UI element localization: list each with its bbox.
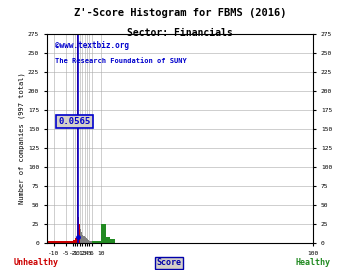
Bar xyxy=(101,224,106,243)
Text: Z'-Score Histogram for FBMS (2016): Z'-Score Histogram for FBMS (2016) xyxy=(74,8,286,18)
Text: Healthy: Healthy xyxy=(296,258,331,267)
Bar xyxy=(82,235,84,243)
Text: ©www.textbiz.org: ©www.textbiz.org xyxy=(55,41,129,50)
Bar xyxy=(66,241,73,243)
Bar xyxy=(106,237,111,243)
Bar xyxy=(84,236,85,243)
Bar xyxy=(54,241,66,243)
Bar xyxy=(111,239,115,243)
Bar xyxy=(75,238,77,243)
Bar xyxy=(96,241,99,243)
Bar xyxy=(87,239,88,243)
Bar xyxy=(85,237,86,243)
Text: Score: Score xyxy=(157,258,182,267)
Text: Unhealthy: Unhealthy xyxy=(14,258,58,267)
Bar xyxy=(86,238,87,243)
Bar xyxy=(90,241,91,243)
Bar xyxy=(81,232,82,243)
Y-axis label: Number of companies (997 total): Number of companies (997 total) xyxy=(19,73,25,204)
Bar xyxy=(94,241,96,243)
Bar xyxy=(88,240,89,243)
Bar xyxy=(91,241,94,243)
Bar xyxy=(47,241,54,243)
Bar xyxy=(80,229,81,243)
Bar xyxy=(99,241,101,243)
Bar xyxy=(73,240,75,243)
Text: 0.0565: 0.0565 xyxy=(58,117,91,126)
Bar xyxy=(89,241,90,243)
Text: The Research Foundation of SUNY: The Research Foundation of SUNY xyxy=(55,58,186,64)
Text: Sector: Financials: Sector: Financials xyxy=(127,28,233,38)
